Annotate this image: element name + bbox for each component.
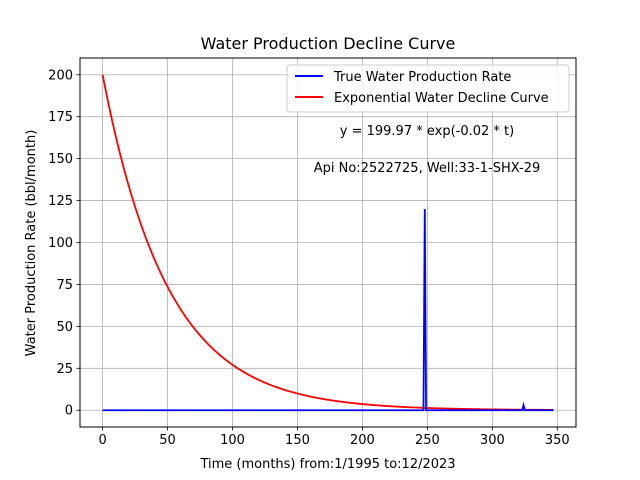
x-tick-label: 350 bbox=[545, 433, 570, 448]
legend: True Water Production Rate Exponential W… bbox=[286, 64, 570, 113]
y-tick-label: 25 bbox=[56, 362, 73, 377]
y-tick-label: 75 bbox=[56, 278, 73, 293]
series-line-true-rate bbox=[102, 208, 554, 412]
x-axis-label: Time (months) from:1/1995 to:12/2023 bbox=[199, 457, 455, 472]
y-tick-label: 150 bbox=[48, 152, 73, 167]
x-tick-label: 0 bbox=[98, 433, 106, 448]
y-tick-label: 175 bbox=[48, 110, 73, 125]
y-axis-label: Water Production Rate (bbl/month) bbox=[24, 130, 39, 357]
well-annotation: Api No:2522725, Well:33-1-SHX-29 bbox=[314, 161, 541, 176]
equation-annotation: y = 199.97 * exp(-0.02 * t) bbox=[340, 124, 514, 139]
x-tick-label: 50 bbox=[159, 433, 176, 448]
x-tick-label: 150 bbox=[285, 433, 310, 448]
y-tick-label: 100 bbox=[48, 236, 73, 251]
plot-area bbox=[101, 74, 554, 412]
x-tick-label: 250 bbox=[415, 433, 440, 448]
x-tick-label: 100 bbox=[220, 433, 245, 448]
y-tick-label: 50 bbox=[56, 320, 73, 335]
y-tick-label: 125 bbox=[48, 194, 73, 209]
chart-title: Water Production Decline Curve bbox=[201, 34, 456, 53]
legend-box bbox=[286, 64, 570, 113]
legend-label-decline-curve: Exponential Water Decline Curve bbox=[334, 91, 549, 106]
legend-label-true-rate: True Water Production Rate bbox=[333, 70, 511, 85]
x-tick-label: 200 bbox=[350, 433, 375, 448]
y-axis: 0 25 50 75 100 125 150 175 200 bbox=[48, 68, 80, 419]
series-line-decline-curve bbox=[101, 74, 554, 411]
y-tick-label: 200 bbox=[48, 68, 73, 83]
y-tick-label: 0 bbox=[65, 404, 73, 419]
x-tick-label: 300 bbox=[480, 433, 505, 448]
x-axis: 0 50 100 150 200 250 300 350 bbox=[98, 427, 570, 448]
